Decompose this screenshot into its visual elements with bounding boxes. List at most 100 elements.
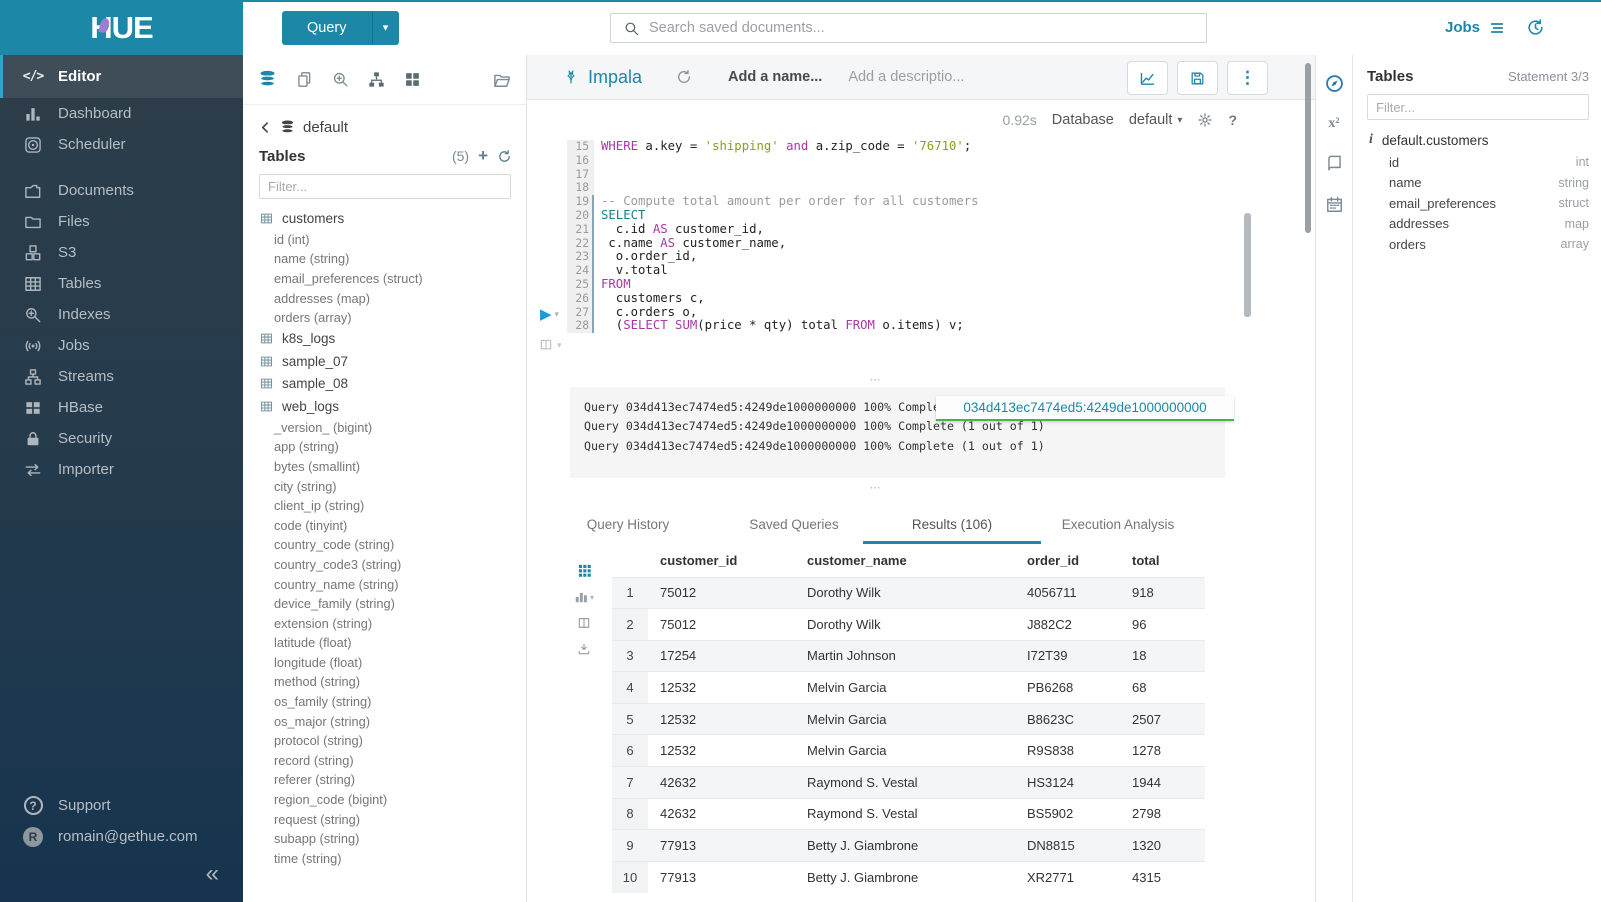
breadcrumb-database-name[interactable]: default — [303, 119, 349, 136]
sidebar-item-tables[interactable]: Tables — [0, 268, 243, 299]
resize-handle[interactable]: ⋯ — [869, 374, 883, 386]
column-item[interactable]: region_code (bigint) — [274, 792, 388, 808]
right-filter-input[interactable] — [1367, 94, 1589, 120]
execute-button[interactable]: ▶ ▾ — [540, 306, 560, 323]
download-icon[interactable] — [577, 642, 591, 656]
functions-icon[interactable]: x² — [1328, 116, 1340, 131]
query-history-icon[interactable] — [1526, 18, 1545, 37]
table-item[interactable]: sample_07 — [243, 350, 526, 373]
column-item[interactable]: client_ip (string) — [274, 498, 365, 514]
column-item[interactable]: protocol (string) — [274, 733, 363, 749]
sidebar-item-hbase[interactable]: HBase — [0, 392, 243, 423]
table-filter-input[interactable] — [259, 174, 511, 199]
column-item[interactable]: _version_ (bigint) — [274, 419, 373, 435]
column-item[interactable]: latitude (float) — [274, 635, 352, 651]
help-icon[interactable]: ? — [1228, 112, 1237, 128]
column-item[interactable]: extension (string) — [274, 615, 373, 631]
jobs-link[interactable]: Jobs — [1445, 19, 1506, 36]
right-column-item[interactable]: email_preferences struct — [1367, 193, 1589, 214]
new-query-button[interactable]: Query ▾ — [282, 10, 399, 45]
settings-gear-icon[interactable] — [1197, 112, 1213, 128]
collapse-sidebar-icon[interactable]: « — [205, 860, 219, 887]
engine-selector[interactable]: Impala — [563, 67, 642, 88]
sidebar-item-security[interactable]: Security — [0, 423, 243, 454]
column-item[interactable]: longitude (float) — [274, 654, 363, 670]
sql-code-editor[interactable]: 15 WHERE a.key = 'shipping' and a.zip_cod… — [567, 139, 979, 334]
sidebar-item-files[interactable]: Files — [0, 206, 243, 237]
table-item[interactable]: customers — [243, 207, 526, 230]
table-row[interactable]: 7 42632 Raymond S. Vestal HS3124 1944 — [612, 766, 1205, 799]
results-column-header[interactable]: total — [1132, 553, 1160, 569]
query-id-popup[interactable]: 034d413ec7474ed5:4249de1000000000 — [936, 396, 1234, 421]
right-column-item[interactable]: name string — [1367, 173, 1589, 194]
sidebar-item-documents[interactable]: Documents — [0, 175, 243, 206]
column-item[interactable]: email_preferences (struct) — [274, 270, 423, 286]
database-select[interactable]: default ▾ — [1128, 112, 1183, 128]
add-table-icon[interactable]: + — [478, 146, 488, 165]
table-row[interactable]: 8 42632 Raymond S. Vestal BS5902 2798 — [612, 797, 1205, 830]
column-item[interactable]: subapp (string) — [274, 831, 360, 847]
column-item[interactable]: request (string) — [274, 811, 361, 827]
table-row[interactable]: 2 75012 Dorothy Wilk J882C2 96 — [612, 608, 1205, 641]
schedule-icon[interactable] — [1325, 195, 1344, 214]
grid-view-icon[interactable] — [577, 563, 592, 578]
database-source-icon[interactable] — [257, 69, 278, 90]
results-column-header[interactable]: customer_name — [807, 553, 907, 569]
column-item[interactable]: app (string) — [274, 439, 339, 455]
sidebar-item-jobs[interactable]: Jobs — [0, 330, 243, 361]
table-row[interactable]: 6 12532 Melvin Garcia R9S838 1278 — [612, 734, 1205, 767]
table-row[interactable]: 3 17254 Martin Johnson I72T39 18 — [612, 639, 1205, 672]
sidebar-item-dashboard[interactable]: Dashboard — [0, 98, 243, 129]
query-dropdown-caret-icon[interactable]: ▾ — [371, 10, 399, 45]
column-item[interactable]: method (string) — [274, 674, 361, 690]
sidebar-item-support[interactable]: ? Support — [0, 790, 243, 821]
results-column-header[interactable]: customer_id — [660, 553, 738, 569]
column-item[interactable]: orders (array) — [274, 310, 352, 326]
column-item[interactable]: referer (string) — [274, 772, 356, 788]
save-button[interactable] — [1177, 61, 1218, 95]
editor-scrollbar[interactable] — [1244, 213, 1251, 317]
table-row[interactable]: 5 12532 Melvin Garcia B8623C 2507 — [612, 702, 1205, 735]
language-reference-icon[interactable] — [1325, 154, 1344, 173]
column-item[interactable]: os_family (string) — [274, 694, 372, 710]
table-item[interactable]: web_logs — [243, 395, 526, 418]
sidebar-item-scheduler[interactable]: Scheduler — [0, 129, 243, 160]
more-actions-button[interactable]: ⋮ — [1227, 61, 1268, 95]
table-row[interactable]: 1 75012 Dorothy Wilk 4056711 918 — [612, 576, 1205, 609]
chevron-left-icon[interactable] — [259, 121, 272, 134]
column-item[interactable]: id (int) — [274, 231, 310, 247]
snippet-history-icon[interactable] — [676, 69, 692, 85]
column-item[interactable]: country_name (string) — [274, 576, 399, 592]
tab-query-history[interactable]: Query History — [586, 517, 670, 532]
sidebar-item-streams[interactable]: Streams — [0, 361, 243, 392]
sidebar-item-indexes[interactable]: Indexes — [0, 299, 243, 330]
columns-view-icon[interactable] — [577, 616, 591, 630]
sidebar-item-importer[interactable]: Importer — [0, 454, 243, 485]
chart-view-icon[interactable]: ▾ — [574, 590, 594, 604]
results-column-header[interactable]: order_id — [1027, 553, 1080, 569]
sidebar-item-s3[interactable]: S3 — [0, 237, 243, 268]
tab-execution-analysis[interactable]: Execution Analysis — [1061, 517, 1175, 532]
column-item[interactable]: name (string) — [274, 251, 350, 267]
hue-logo[interactable]: HUE — [90, 9, 153, 45]
right-column-item[interactable]: orders array — [1367, 234, 1589, 255]
zoom-plus-icon[interactable] — [331, 70, 350, 89]
tab-saved-queries[interactable]: Saved Queries — [749, 517, 839, 532]
table-item[interactable]: k8s_logs — [243, 327, 526, 350]
main-scrollbar[interactable] — [1305, 63, 1311, 233]
column-item[interactable]: country_code (string) — [274, 537, 395, 553]
resize-handle[interactable]: ⋯ — [869, 482, 883, 494]
table-row[interactable]: 4 12532 Melvin Garcia PB6268 68 — [612, 671, 1205, 704]
column-item[interactable]: city (string) — [274, 478, 337, 494]
sitemap-icon[interactable] — [367, 70, 386, 89]
column-item[interactable]: device_family (string) — [274, 596, 395, 612]
editor-assistant-icon[interactable] — [1324, 73, 1345, 94]
table-row[interactable]: 9 77913 Betty J. Giambrone DN8815 1320 — [612, 829, 1205, 862]
search-input[interactable] — [649, 20, 1206, 36]
presentation-mode-icon[interactable]: ▾ — [538, 338, 562, 352]
table-row[interactable]: 10 77913 Betty J. Giambrone XR2771 4315 — [612, 860, 1205, 893]
apps-grid-icon[interactable] — [403, 70, 422, 89]
sidebar-item-user[interactable]: R romain@gethue.com — [0, 821, 243, 852]
column-item[interactable]: country_code3 (string) — [274, 556, 402, 572]
column-item[interactable]: addresses (map) — [274, 290, 371, 306]
